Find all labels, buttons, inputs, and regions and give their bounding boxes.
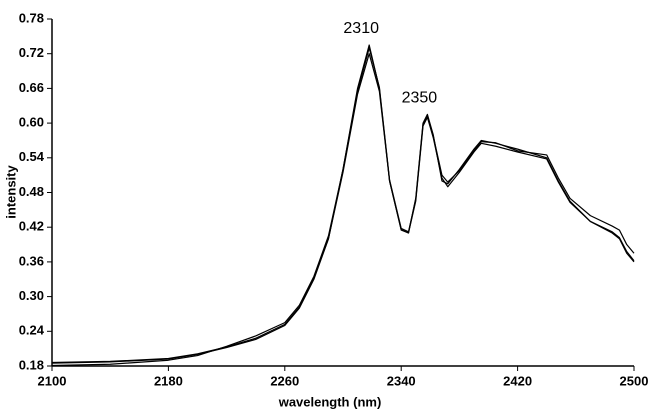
y-axis-title: intensity [3, 165, 18, 219]
x-tick-label: 2420 [503, 373, 532, 388]
x-tick-label: 2260 [270, 373, 299, 388]
spectrum-line [51, 47, 635, 367]
spectrum-line [51, 44, 635, 364]
peak-annotation: 2310 [343, 20, 379, 37]
y-tick-label: 0.60 [19, 115, 44, 130]
x-axis-title: wavelength (nm) [278, 394, 382, 409]
y-tick-label: 0.24 [19, 323, 45, 338]
x-tick-label: 2340 [387, 373, 416, 388]
x-tick-label: 2100 [38, 373, 67, 388]
y-tick-label: 0.42 [19, 219, 44, 234]
peak-annotation: 2350 [402, 90, 438, 107]
y-tick-label: 0.66 [19, 80, 44, 95]
y-tick-label: 0.72 [19, 45, 44, 60]
x-tick-label: 2180 [154, 373, 183, 388]
y-tick-label: 0.48 [19, 184, 44, 199]
spectrum-line [51, 53, 635, 364]
y-tick-label: 0.36 [19, 253, 44, 268]
y-tick-label: 0.54 [19, 149, 45, 164]
y-tick-label: 0.18 [19, 357, 44, 372]
y-tick-label: 0.78 [19, 10, 44, 25]
y-tick-label: 0.30 [19, 288, 44, 303]
x-tick-label: 2500 [620, 373, 649, 388]
